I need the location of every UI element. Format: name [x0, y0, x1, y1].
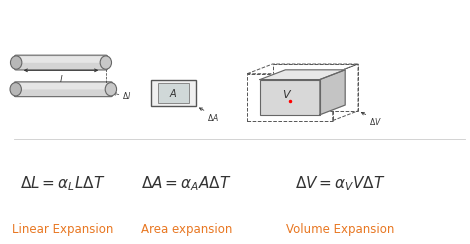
Text: $\Delta A = \alpha_A A\Delta T$: $\Delta A = \alpha_A A\Delta T$: [141, 174, 232, 193]
Text: $l$: $l$: [59, 73, 63, 84]
Text: Area expansion: Area expansion: [141, 224, 232, 236]
Ellipse shape: [10, 56, 22, 69]
Text: $V$: $V$: [282, 88, 292, 100]
Bar: [158, 83, 189, 102]
Text: $\Delta V = \alpha_V V\Delta T$: $\Delta V = \alpha_V V\Delta T$: [295, 174, 386, 193]
FancyBboxPatch shape: [15, 55, 107, 70]
Polygon shape: [320, 70, 345, 115]
FancyBboxPatch shape: [14, 82, 112, 97]
Text: Volume Expansion: Volume Expansion: [286, 224, 395, 236]
Ellipse shape: [105, 82, 117, 96]
Bar: [260, 80, 320, 115]
FancyBboxPatch shape: [17, 83, 109, 90]
Bar: [151, 80, 196, 106]
Text: Linear Expansion: Linear Expansion: [12, 224, 113, 236]
Text: $\Delta V$: $\Delta V$: [369, 116, 382, 127]
Bar: [247, 74, 333, 121]
Text: $A$: $A$: [169, 87, 178, 99]
Ellipse shape: [100, 56, 111, 69]
Text: $\Delta L = \alpha_L L\Delta T$: $\Delta L = \alpha_L L\Delta T$: [20, 174, 105, 193]
Polygon shape: [260, 70, 345, 80]
Ellipse shape: [10, 82, 22, 96]
Text: $\Delta A$: $\Delta A$: [207, 112, 219, 123]
FancyBboxPatch shape: [18, 56, 104, 63]
Text: $\Delta l$: $\Delta l$: [122, 90, 132, 101]
